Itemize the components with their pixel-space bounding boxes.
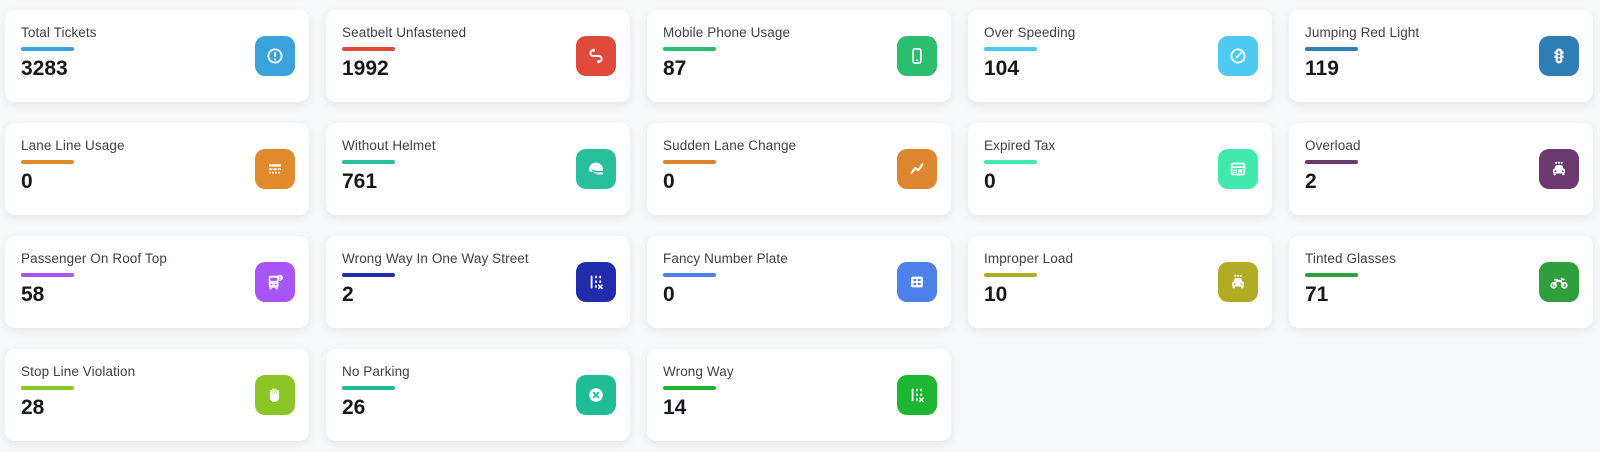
card-value: 28: [21, 396, 45, 419]
card-value: 0: [984, 170, 996, 193]
exclamation-circle-icon: [255, 36, 295, 76]
lane-lines-icon: [255, 149, 295, 189]
card-value: 761: [342, 170, 378, 193]
card-title: Overload: [1305, 138, 1361, 153]
card-title: No Parking: [342, 364, 410, 379]
bus-alert-icon: [255, 262, 295, 302]
stat-card-mobile-phone-usage[interactable]: Mobile Phone Usage 87: [647, 10, 951, 102]
stat-card-jumping-red-light[interactable]: Jumping Red Light 119: [1289, 10, 1593, 102]
motorcycle-icon: [1539, 262, 1579, 302]
stat-card-seatbelt-unfastened[interactable]: Seatbelt Unfastened 1992: [326, 10, 630, 102]
card-value: 0: [663, 283, 675, 306]
stat-card-total-tickets[interactable]: Total Tickets 3283: [5, 10, 309, 102]
accent-bar: [342, 160, 395, 164]
seatbelt-icon: [576, 36, 616, 76]
road-lanes-x-icon: [576, 262, 616, 302]
accent-bar: [984, 47, 1037, 51]
card-title: Jumping Red Light: [1305, 25, 1420, 40]
stat-card-no-parking[interactable]: No Parking 26: [326, 349, 630, 441]
card-title: Lane Line Usage: [21, 138, 125, 153]
card-title: Wrong Way: [663, 364, 734, 379]
accent-bar: [342, 47, 395, 51]
card-title: Stop Line Violation: [21, 364, 136, 379]
card-value: 71: [1305, 283, 1329, 306]
speedometer-icon: [1218, 36, 1258, 76]
card-value: 0: [663, 170, 675, 193]
card-title: Without Helmet: [342, 138, 436, 153]
card-title: Tinted Glasses: [1305, 251, 1396, 266]
accent-bar: [21, 47, 74, 51]
accent-bar: [984, 160, 1037, 164]
stat-card-expired-tax[interactable]: Expired Tax 0: [968, 123, 1272, 215]
stat-card-sudden-lane-change[interactable]: Sudden Lane Change 0: [647, 123, 951, 215]
card-value: 87: [663, 57, 687, 80]
car-load-icon: [1539, 149, 1579, 189]
card-value: 10: [984, 283, 1008, 306]
card-value: 1992: [342, 57, 389, 80]
card-value: 2: [1305, 170, 1317, 193]
card-title: Mobile Phone Usage: [663, 25, 791, 40]
stat-card-without-helmet[interactable]: Without Helmet 761: [326, 123, 630, 215]
number-plate-icon: [897, 262, 937, 302]
mobile-phone-icon: [897, 36, 937, 76]
card-value: 3283: [21, 57, 68, 80]
accent-bar: [663, 160, 716, 164]
card-title: Wrong Way In One Way Street: [342, 251, 529, 266]
card-title: Improper Load: [984, 251, 1074, 266]
accent-bar: [21, 273, 74, 277]
card-value: 58: [21, 283, 45, 306]
stat-card-overload[interactable]: Overload 2: [1289, 123, 1593, 215]
stat-card-tinted-glasses[interactable]: Tinted Glasses 71: [1289, 236, 1593, 328]
accent-bar: [1305, 273, 1358, 277]
accent-bar: [984, 273, 1037, 277]
stat-card-lane-line-usage[interactable]: Lane Line Usage 0: [5, 123, 309, 215]
car-load-icon: [1218, 262, 1258, 302]
stats-grid: Total Tickets 3283 Seatbelt Unfastened 1…: [5, 10, 1593, 441]
stat-card-stop-line-violation[interactable]: Stop Line Violation 28: [5, 349, 309, 441]
traffic-light-icon: [1539, 36, 1579, 76]
stat-card-fancy-number-plate[interactable]: Fancy Number Plate 0: [647, 236, 951, 328]
trend-line-icon: [897, 149, 937, 189]
accent-bar: [663, 273, 716, 277]
card-value: 104: [984, 57, 1020, 80]
stat-card-wrong-way-in-one-way-street[interactable]: Wrong Way In One Way Street 2: [326, 236, 630, 328]
circle-x-icon: [576, 375, 616, 415]
accent-bar: [663, 47, 716, 51]
road-lanes-x-icon: [897, 375, 937, 415]
card-title: Passenger On Roof Top: [21, 251, 167, 266]
card-title: Fancy Number Plate: [663, 251, 788, 266]
card-title: Sudden Lane Change: [663, 138, 797, 153]
stat-card-improper-load[interactable]: Improper Load 10: [968, 236, 1272, 328]
accent-bar: [342, 273, 395, 277]
card-value: 2: [342, 283, 354, 306]
card-value: 0: [21, 170, 33, 193]
card-title: Total Tickets: [21, 25, 97, 40]
stop-hand-icon: [255, 375, 295, 415]
card-value: 14: [663, 396, 687, 419]
card-value: 26: [342, 396, 366, 419]
helmet-icon: [576, 149, 616, 189]
card-value: 119: [1305, 57, 1339, 80]
stat-card-over-speeding[interactable]: Over Speeding 104: [968, 10, 1272, 102]
accent-bar: [1305, 47, 1358, 51]
tax-window-icon: [1218, 149, 1258, 189]
accent-bar: [21, 160, 74, 164]
card-title: Expired Tax: [984, 138, 1056, 153]
accent-bar: [342, 386, 395, 390]
card-title: Over Speeding: [984, 25, 1076, 40]
accent-bar: [21, 386, 74, 390]
card-title: Seatbelt Unfastened: [342, 25, 467, 40]
stat-card-wrong-way[interactable]: Wrong Way 14: [647, 349, 951, 441]
accent-bar: [1305, 160, 1358, 164]
accent-bar: [663, 386, 716, 390]
stat-card-passenger-on-roof-top[interactable]: Passenger On Roof Top 58: [5, 236, 309, 328]
